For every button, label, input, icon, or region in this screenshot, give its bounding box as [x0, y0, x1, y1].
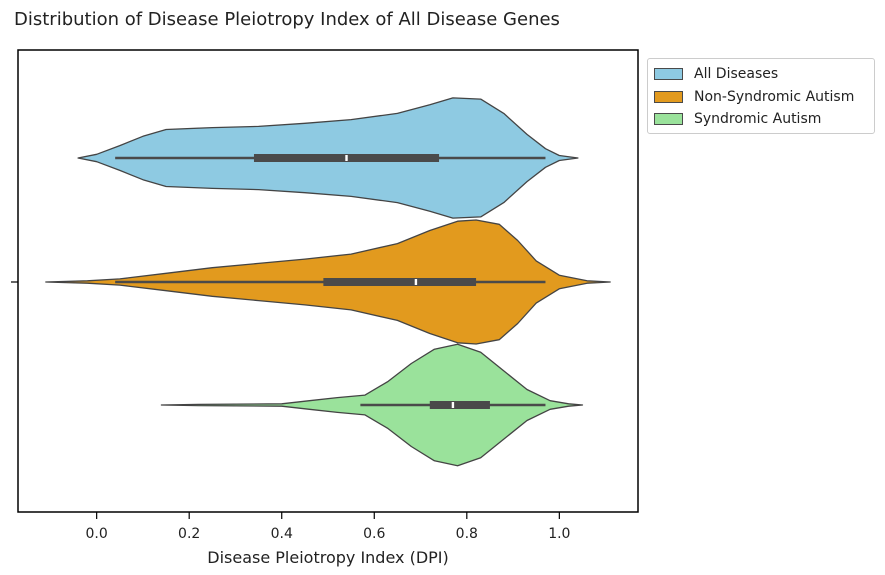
legend-label-syndromic-autism: Syndromic Autism — [694, 111, 822, 127]
legend-swatch-syndromic-autism — [654, 113, 683, 125]
violin-group — [45, 97, 611, 467]
legend-swatch-non-syndromic-autism — [654, 90, 683, 103]
x-tick-label-0.8: 0.8 — [456, 526, 478, 542]
x-tick-label-0.6: 0.6 — [363, 526, 385, 542]
plot-frame — [17, 49, 639, 513]
x-tick-label-0.2: 0.2 — [178, 526, 200, 542]
chart-title: Distribution of Disease Pleiotropy Index… — [14, 9, 560, 30]
legend-swatch-all-diseases — [654, 68, 683, 80]
x-tick-label-1.0: 1.0 — [548, 526, 570, 542]
legend-item-syndromic-autism: Syndromic Autism — [648, 110, 874, 133]
x-tick-label-0.0: 0.0 — [86, 526, 108, 542]
legend: All Diseases Non-Syndromic Autism Syndro… — [647, 58, 875, 134]
x-axis-label: Disease Pleiotropy Index (DPI) — [207, 548, 449, 567]
median-marker-all-diseases — [345, 155, 348, 161]
legend-item-all-diseases: All Diseases — [648, 65, 874, 88]
legend-label-non-syndromic-autism: Non-Syndromic Autism — [694, 88, 855, 105]
legend-label-all-diseases: All Diseases — [694, 66, 779, 82]
iqr-box-non-syndromic-autism — [323, 278, 477, 286]
x-axis-ticks: 0.0 0.2 0.4 0.6 0.8 1.0 — [86, 512, 570, 542]
iqr-box-syndromic-autism — [429, 401, 490, 409]
median-marker-syndromic-autism — [451, 402, 455, 408]
median-marker-non-syndromic-autism — [414, 279, 418, 285]
legend-item-non-syndromic-autism: Non-Syndromic Autism — [648, 88, 874, 111]
x-tick-label-0.4: 0.4 — [271, 526, 293, 542]
